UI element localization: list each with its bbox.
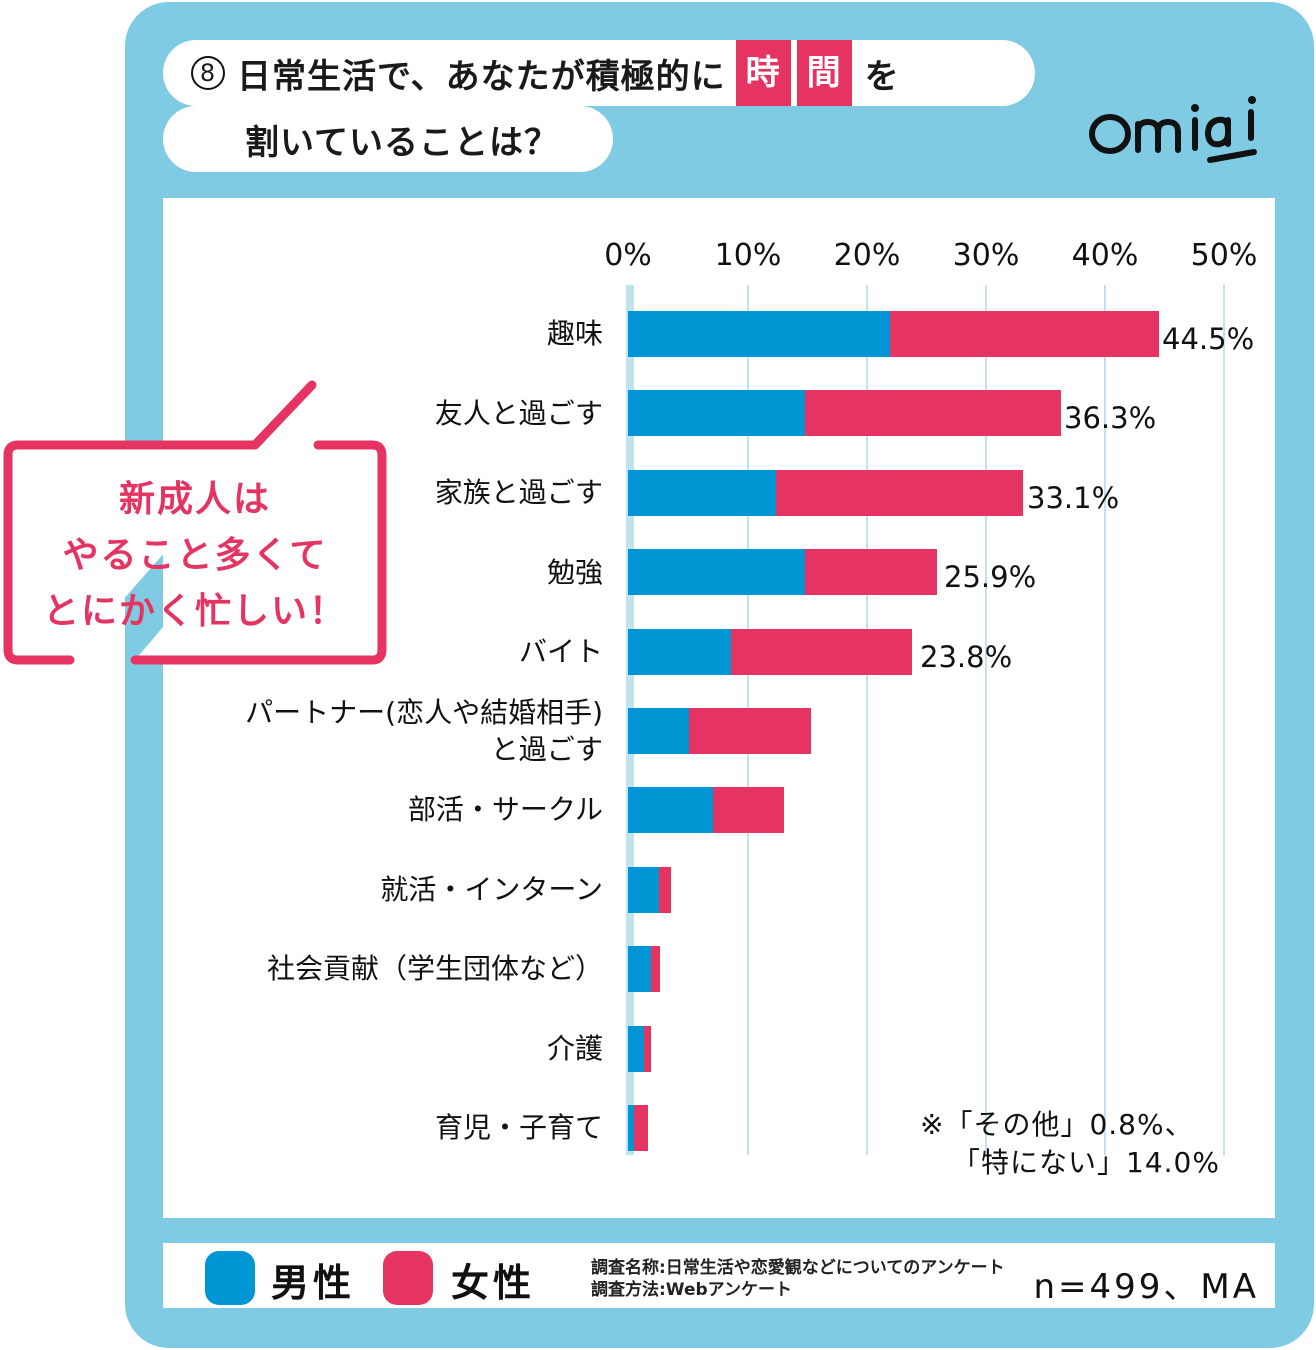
title-suffix: を: [864, 56, 900, 97]
title-line2-text: 割いていることは？: [245, 122, 559, 163]
survey-method: 調査方法:Webアンケート: [591, 1280, 792, 1300]
stacked-bar: [628, 1105, 649, 1151]
title-line-2: 割いていることは？: [163, 106, 613, 172]
question-number: 8: [191, 56, 225, 90]
gridline-40: [1104, 285, 1106, 1155]
legend-male: 男性: [271, 1261, 356, 1305]
legend: 男性 女性 調査名称:日常生活や恋愛観などについてのアンケート 調査方法:Web…: [163, 1243, 1275, 1308]
title-line-1: 8 日常生活で、あなたが積極的に 時 間 を: [163, 40, 1035, 106]
bubble-line-3: とにかく忙しい！: [42, 591, 347, 632]
row-label-club: 部活・サークル: [407, 793, 603, 826]
row-label-care: 介護: [546, 1032, 603, 1065]
stacked-bar: [628, 470, 1023, 516]
value-label-parttime: 23.8%: [920, 640, 1013, 674]
bar-segment-female: [659, 867, 671, 913]
bar-segment-male: [628, 1026, 644, 1072]
bar-segment-female: [650, 946, 661, 992]
bubble-text: 新成人は やること多くて とにかく忙しい！: [5, 472, 385, 640]
bar-segment-female: [775, 470, 1023, 516]
bar-segment-female: [688, 708, 811, 754]
value-label-hobby: 44.5%: [1162, 322, 1255, 356]
bar-segment-male: [628, 549, 805, 595]
gridline-50: [1223, 285, 1225, 1155]
title-highlight-2: 間: [796, 40, 852, 106]
bubble-line-2: やること多くて: [62, 535, 328, 576]
title-prefix: 日常生活で、あなたが積極的に: [237, 56, 726, 97]
bar-segment-female: [643, 1026, 651, 1072]
footnote-none: 「特にない」14.0%: [952, 1146, 1220, 1179]
stacked-bar: [628, 311, 1159, 357]
stacked-bar: [628, 549, 937, 595]
axis-tick-10: 10%: [714, 238, 782, 273]
gridline-20: [866, 285, 868, 1155]
female-swatch: [383, 1251, 433, 1305]
legend-female: 女性: [451, 1261, 536, 1305]
footnote-other: ※「その他」0.8%、: [920, 1108, 1194, 1141]
bar-segment-male: [628, 390, 805, 436]
bar-segment-male: [628, 470, 776, 516]
value-label-family: 33.1%: [1027, 481, 1120, 515]
row-label-study: 勉強: [546, 556, 603, 589]
survey-name: 調査名称:日常生活や恋愛観などについてのアンケート: [591, 1258, 1005, 1278]
stacked-bar: [628, 708, 811, 754]
bar-segment-male: [628, 311, 891, 357]
bar-segment-female: [730, 629, 912, 675]
speech-bubble: [3, 380, 387, 665]
bar-segment-female: [890, 311, 1159, 357]
bar-segment-male: [628, 708, 689, 754]
row-label-childcare: 育児・子育て: [434, 1111, 603, 1144]
axis-tick-30: 30%: [952, 238, 1020, 273]
bar-segment-female: [712, 787, 785, 833]
bar-segment-male: [628, 867, 660, 913]
bar-segment-female: [804, 549, 937, 595]
survey-info: 調査名称:日常生活や恋愛観などについてのアンケート 調査方法:Webアンケート: [591, 1257, 1005, 1301]
sample-size: n=499、MA: [1033, 1267, 1259, 1307]
value-label-friends: 36.3%: [1064, 401, 1157, 435]
row-label-hobby: 趣味: [546, 317, 603, 350]
row-label-family: 家族と過ごす: [434, 476, 603, 509]
gridline-30: [985, 285, 987, 1155]
omiai-logo: [1089, 96, 1257, 163]
axis-tick-0: 0%: [604, 238, 652, 273]
footnote: ※「その他」0.8%、 「特にない」14.0%: [920, 1106, 1220, 1182]
stacked-bar: [628, 390, 1062, 436]
axis-tick-50: 50%: [1190, 238, 1258, 273]
row-label-jobhunt: 就活・インターン: [380, 873, 603, 906]
bar-segment-female: [633, 1105, 649, 1151]
stacked-bar: [628, 867, 671, 913]
axis-tick-40: 40%: [1071, 238, 1139, 273]
row-label-partner-2: と過ごす: [490, 733, 603, 766]
bar-segment-male: [628, 1105, 634, 1151]
title-highlight-1: 時: [735, 40, 791, 106]
axis-tick-20: 20%: [833, 238, 901, 273]
stacked-bar: [628, 787, 785, 833]
row-label-social: 社会貢献（学生団体など）: [266, 952, 603, 985]
row-label-partner: パートナー(恋人や結婚相手): [245, 696, 603, 729]
stacked-bar: [628, 946, 661, 992]
bar-segment-male: [628, 629, 731, 675]
bar-segment-female: [804, 390, 1062, 436]
bubble-line-1: 新成人は: [118, 479, 271, 520]
bar-segment-male: [628, 787, 713, 833]
stacked-bar: [628, 1026, 651, 1072]
bar-segment-male: [628, 946, 651, 992]
male-swatch: [205, 1251, 255, 1305]
stacked-bar: [628, 629, 912, 675]
row-label-parttime: バイト: [518, 635, 603, 668]
value-label-study: 25.9%: [944, 560, 1037, 594]
row-label-friends: 友人と過ごす: [434, 397, 603, 430]
